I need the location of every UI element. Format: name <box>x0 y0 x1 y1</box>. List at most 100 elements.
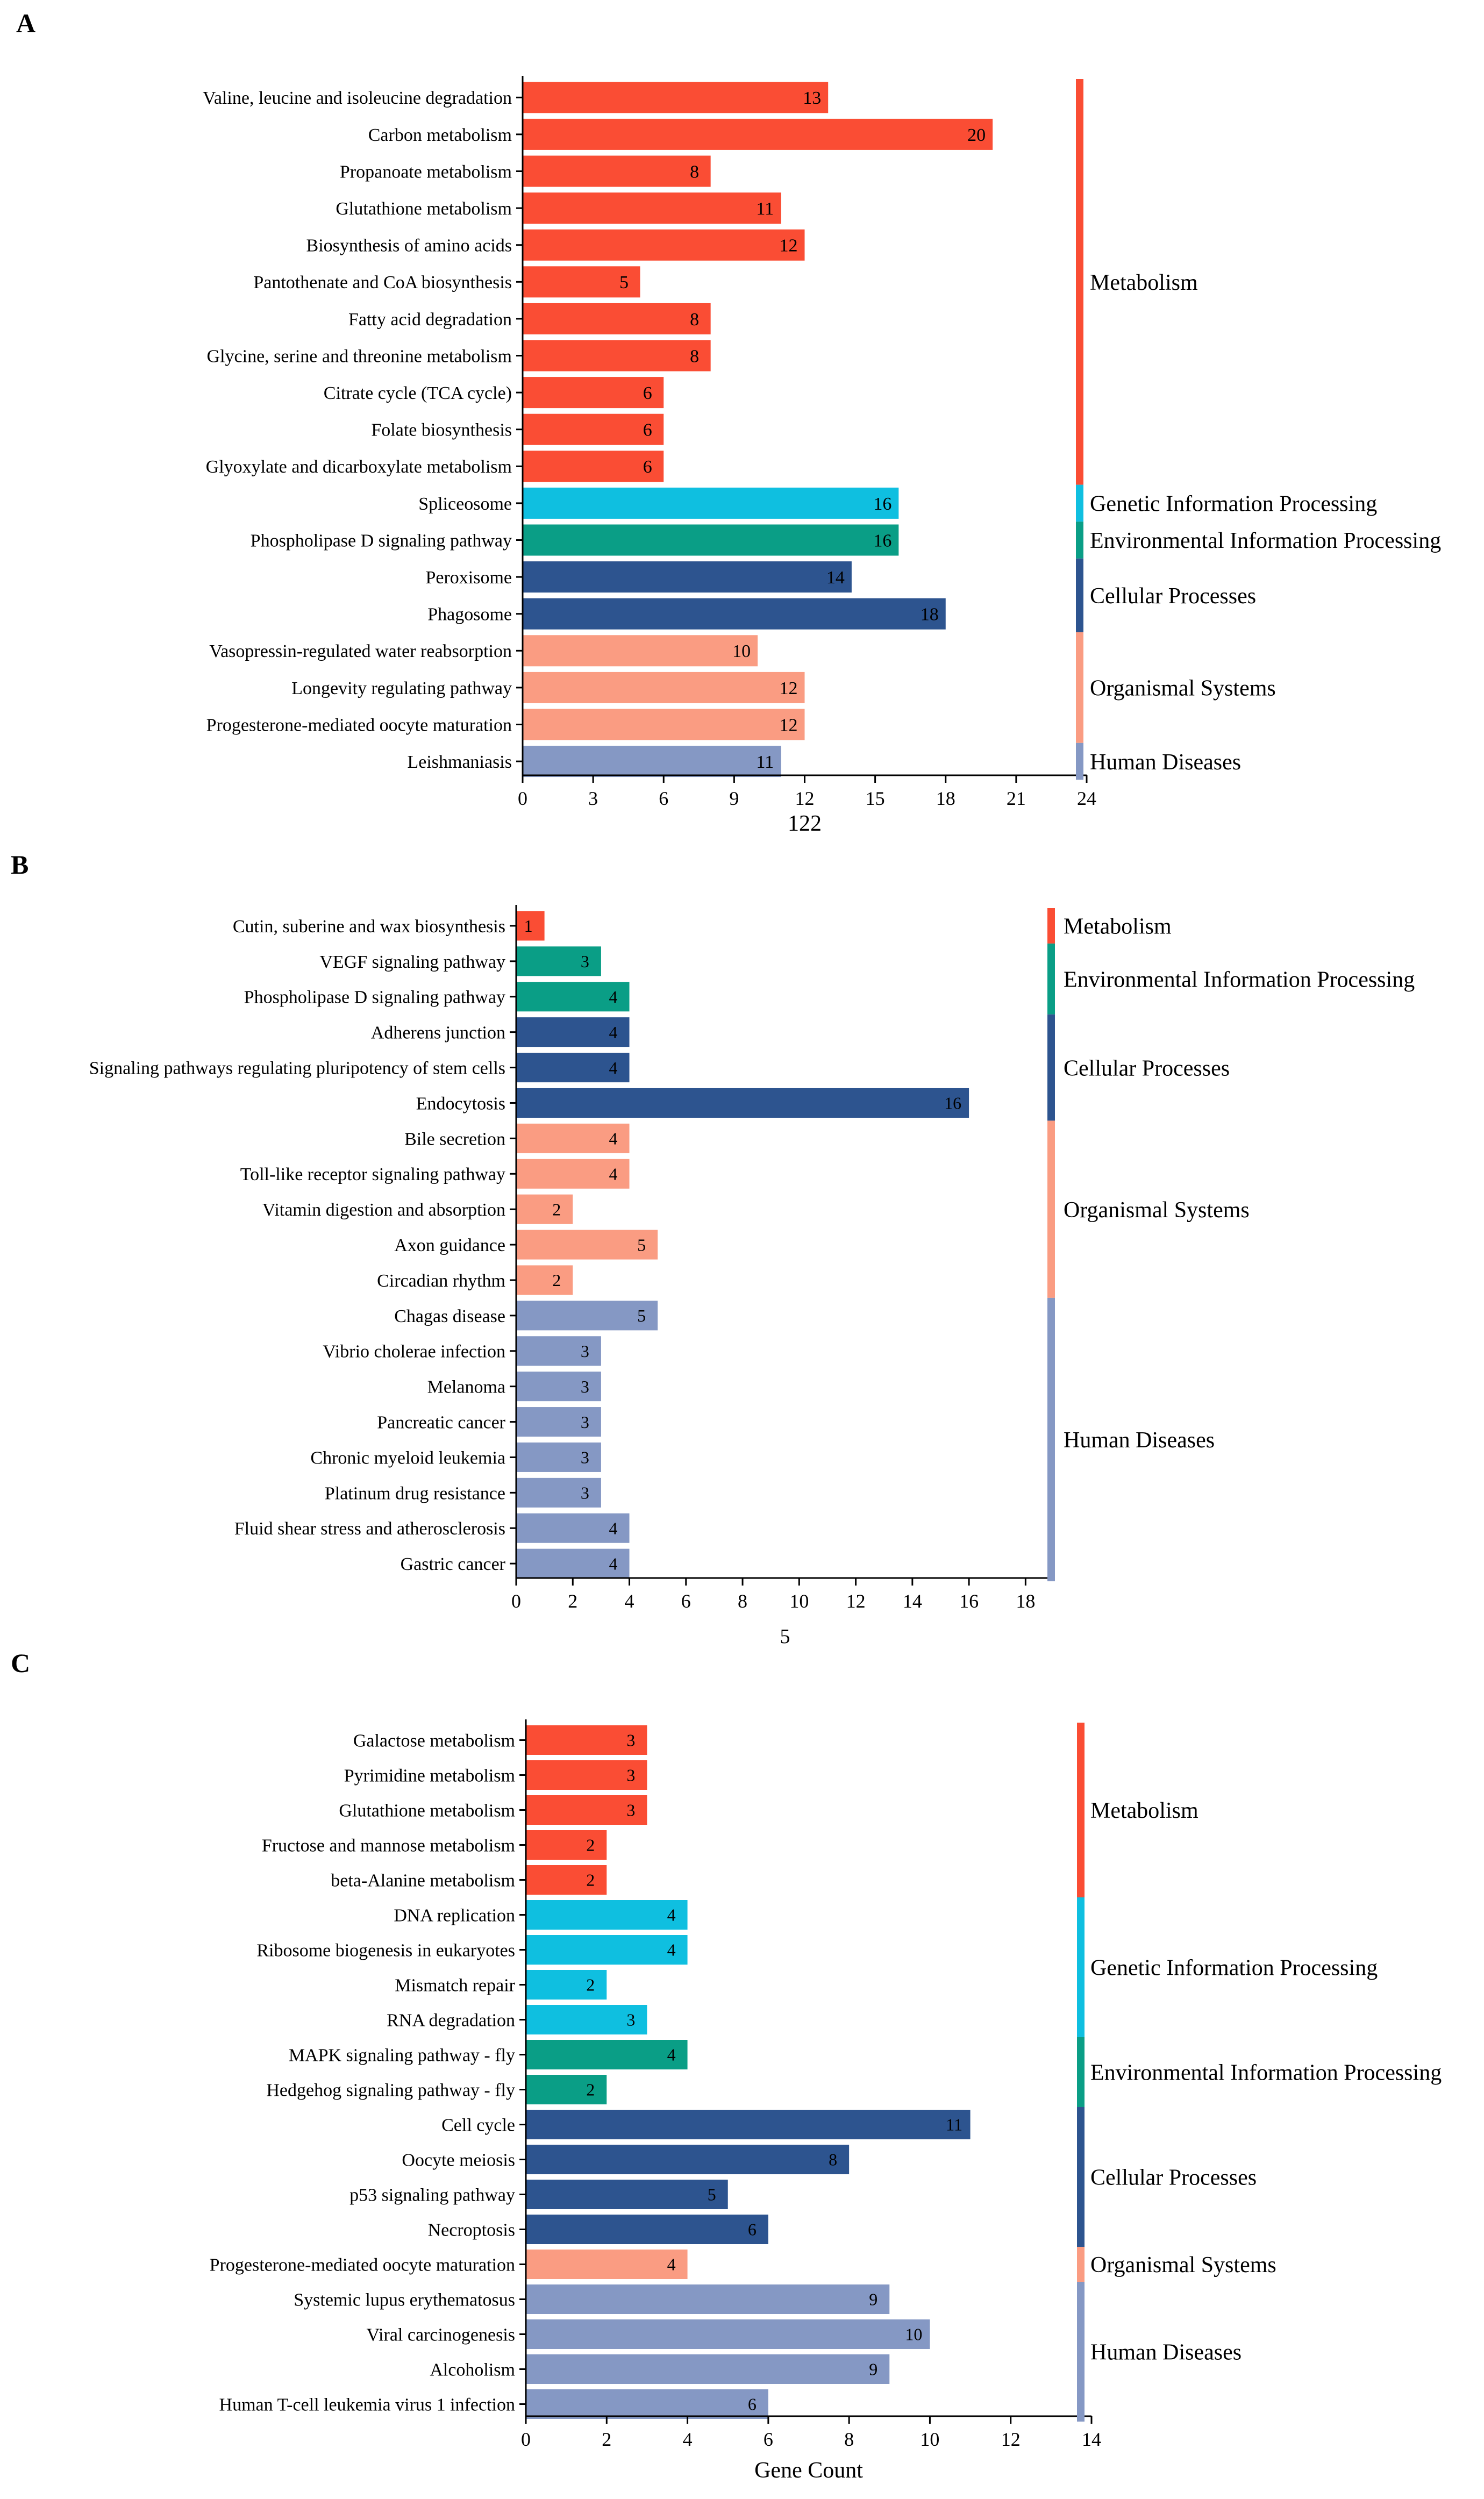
category-group-label: Environmental Information Processing <box>1090 529 1441 553</box>
category-strip <box>1077 2107 1085 2247</box>
value-label: 3 <box>581 1448 589 1467</box>
category-strip <box>1077 1723 1085 1897</box>
category-label: Cutin, suberine and wax biosynthesis <box>233 917 505 937</box>
bar <box>516 1301 658 1331</box>
bar <box>523 377 664 409</box>
x-tick-label: 0 <box>511 1590 521 1612</box>
value-label: 8 <box>690 310 699 330</box>
bar <box>526 2319 930 2349</box>
bar <box>516 1230 658 1260</box>
x-tick-label: 9 <box>729 788 739 809</box>
category-label: Galactose metabolism <box>353 1731 515 1751</box>
bar <box>523 192 781 224</box>
category-label: Signaling pathways regulating pluripoten… <box>89 1058 505 1078</box>
value-label: 18 <box>921 605 939 625</box>
bar <box>526 1970 607 2000</box>
value-label: 11 <box>756 752 774 772</box>
category-label: Glyoxylate and dicarboxylate metabolism <box>206 457 512 477</box>
category-label: Phospholipase D signaling pathway <box>244 988 505 1008</box>
x-tick-label: 15 <box>866 788 885 809</box>
panel-letter: B <box>11 849 28 880</box>
value-label: 2 <box>586 2080 595 2100</box>
bar <box>523 82 829 113</box>
value-label: 5 <box>619 273 629 292</box>
value-label: 6 <box>643 420 652 440</box>
category-label: Progesterone-mediated oocyte maturation <box>210 2255 515 2275</box>
category-label: MAPK signaling pathway - fly <box>289 2045 515 2065</box>
value-label: 4 <box>609 1518 618 1538</box>
category-group-label: Human Diseases <box>1090 2340 1242 2365</box>
category-strip <box>1076 484 1083 522</box>
bar <box>516 1017 630 1047</box>
value-label: 4 <box>609 1164 618 1183</box>
value-label: 6 <box>748 2220 757 2239</box>
bar <box>526 2354 890 2384</box>
category-label: Oocyte meiosis <box>402 2150 515 2170</box>
bar <box>523 303 711 334</box>
x-tick-label: 2 <box>568 1590 577 1612</box>
bar <box>523 672 805 703</box>
category-strip <box>1076 742 1083 780</box>
category-label: Circadian rhythm <box>377 1271 505 1291</box>
panel-c: C Galactose metabolism 3 Pyrimidine metabol… <box>11 1648 1442 2483</box>
category-group-label: Genetic Information Processing <box>1090 492 1377 517</box>
bar <box>523 340 711 372</box>
category-label: Fatty acid degradation <box>348 310 512 330</box>
bar <box>523 635 758 667</box>
category-label: Pyrimidine metabolism <box>344 1766 515 1786</box>
bar <box>526 2250 688 2279</box>
category-label: Platinum drug resistance <box>325 1483 505 1503</box>
x-tick-label: 6 <box>659 788 668 809</box>
bar <box>516 1372 601 1402</box>
value-label: 20 <box>967 125 986 145</box>
bar <box>523 561 852 593</box>
x-tick-label: 0 <box>521 2429 531 2450</box>
category-label: Gastric cancer <box>401 1554 506 1574</box>
category-label: Folate biosynthesis <box>371 420 512 440</box>
category-label: Phagosome <box>427 605 512 625</box>
category-label: Adherens junction <box>371 1023 505 1043</box>
value-label: 2 <box>586 1975 595 1995</box>
bar <box>516 911 545 941</box>
category-label: Biosynthesis of amino acids <box>306 236 512 256</box>
value-label: 6 <box>643 457 652 477</box>
value-label: 3 <box>581 1377 589 1396</box>
category-label: Pantothenate and CoA biosynthesis <box>253 273 512 292</box>
value-label: 4 <box>609 1129 618 1148</box>
value-label: 12 <box>780 236 798 256</box>
panel-a: A Valine, leucine and isoleucine degradat… <box>16 8 1441 836</box>
bar <box>523 487 899 519</box>
x-axis-label: Gene Count <box>754 2458 863 2483</box>
value-label: 4 <box>609 1058 618 1077</box>
value-label: 10 <box>905 2325 922 2344</box>
x-tick-label: 6 <box>681 1590 691 1612</box>
category-strip <box>1047 1120 1055 1298</box>
x-tick-label: 8 <box>844 2429 854 2450</box>
bar <box>526 2005 647 2034</box>
category-group-label: Human Diseases <box>1064 1428 1215 1453</box>
category-label: Axon guidance <box>394 1236 505 1255</box>
category-label: Fluid shear stress and atherosclerosis <box>234 1519 505 1539</box>
value-label: 16 <box>873 494 891 514</box>
value-label: 4 <box>609 1554 618 1573</box>
bar <box>516 1513 630 1543</box>
x-tick-label: 2 <box>602 2429 611 2450</box>
bar <box>516 1442 601 1472</box>
value-label: 14 <box>826 568 845 588</box>
value-label: 2 <box>552 1270 561 1290</box>
bar <box>516 1477 601 1508</box>
category-label: Endocytosis <box>416 1094 505 1113</box>
x-tick-label: 24 <box>1077 788 1096 809</box>
bar <box>523 598 946 630</box>
x-tick-label: 10 <box>789 1590 809 1612</box>
bar <box>516 1548 630 1579</box>
value-label: 16 <box>873 531 891 551</box>
category-label: Hedgehog signaling pathway - fly <box>266 2080 515 2100</box>
x-tick-label: 4 <box>625 1590 634 1612</box>
value-label: 3 <box>626 1801 635 1820</box>
category-label: RNA degradation <box>387 2010 515 2030</box>
x-tick-label: 6 <box>764 2429 773 2450</box>
category-strip <box>1047 908 1055 944</box>
value-label: 11 <box>756 199 774 219</box>
x-tick-label: 3 <box>588 788 598 809</box>
